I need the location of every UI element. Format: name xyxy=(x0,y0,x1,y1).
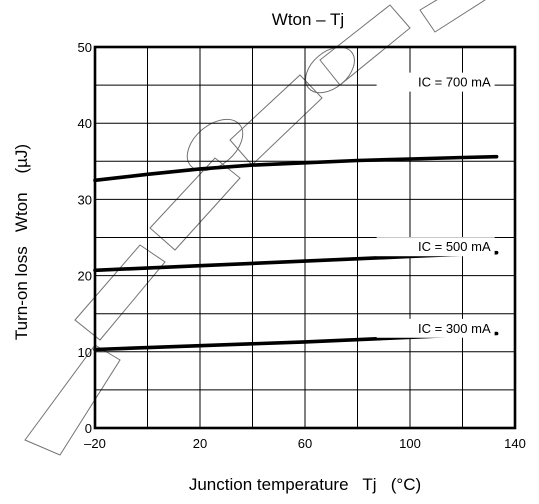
series-label-background xyxy=(376,318,495,338)
series-label: IC = 500 mA xyxy=(418,239,491,254)
series-label-background xyxy=(376,237,495,257)
y-tick-label: 20 xyxy=(78,269,92,284)
chart-title: Wton – Tj xyxy=(272,10,344,29)
x-tick-label: 140 xyxy=(504,436,526,451)
y-axis-label: Turn-on loss Wton (µJ) xyxy=(12,144,31,340)
series-label: IC = 300 mA xyxy=(418,321,491,336)
x-tick-label: 60 xyxy=(298,436,312,451)
y-tick-label: 50 xyxy=(78,40,92,55)
y-tick-label: 40 xyxy=(78,116,92,131)
series-group: IC = 700 mA IC = 500 mA IC = 300 mA xyxy=(93,72,499,352)
y-tick-label: 10 xyxy=(78,345,92,360)
series-label-background xyxy=(376,72,495,92)
x-tick-label: 100 xyxy=(399,436,421,451)
plot-frame xyxy=(93,45,517,430)
y-tick-labels: 0 10 20 30 40 50 xyxy=(78,40,92,436)
x-tick-labels: –20 20 60 100 140 xyxy=(84,436,526,451)
x-tick-label: 20 xyxy=(193,436,207,451)
y-tick-label: 0 xyxy=(85,421,92,436)
series-label: IC = 700 mA xyxy=(418,75,491,90)
x-tick-label: –20 xyxy=(84,436,106,451)
x-axis-label: Junction temperature Tj (°C) xyxy=(189,475,421,494)
y-tick-label: 30 xyxy=(78,192,92,207)
series-line xyxy=(93,154,499,183)
